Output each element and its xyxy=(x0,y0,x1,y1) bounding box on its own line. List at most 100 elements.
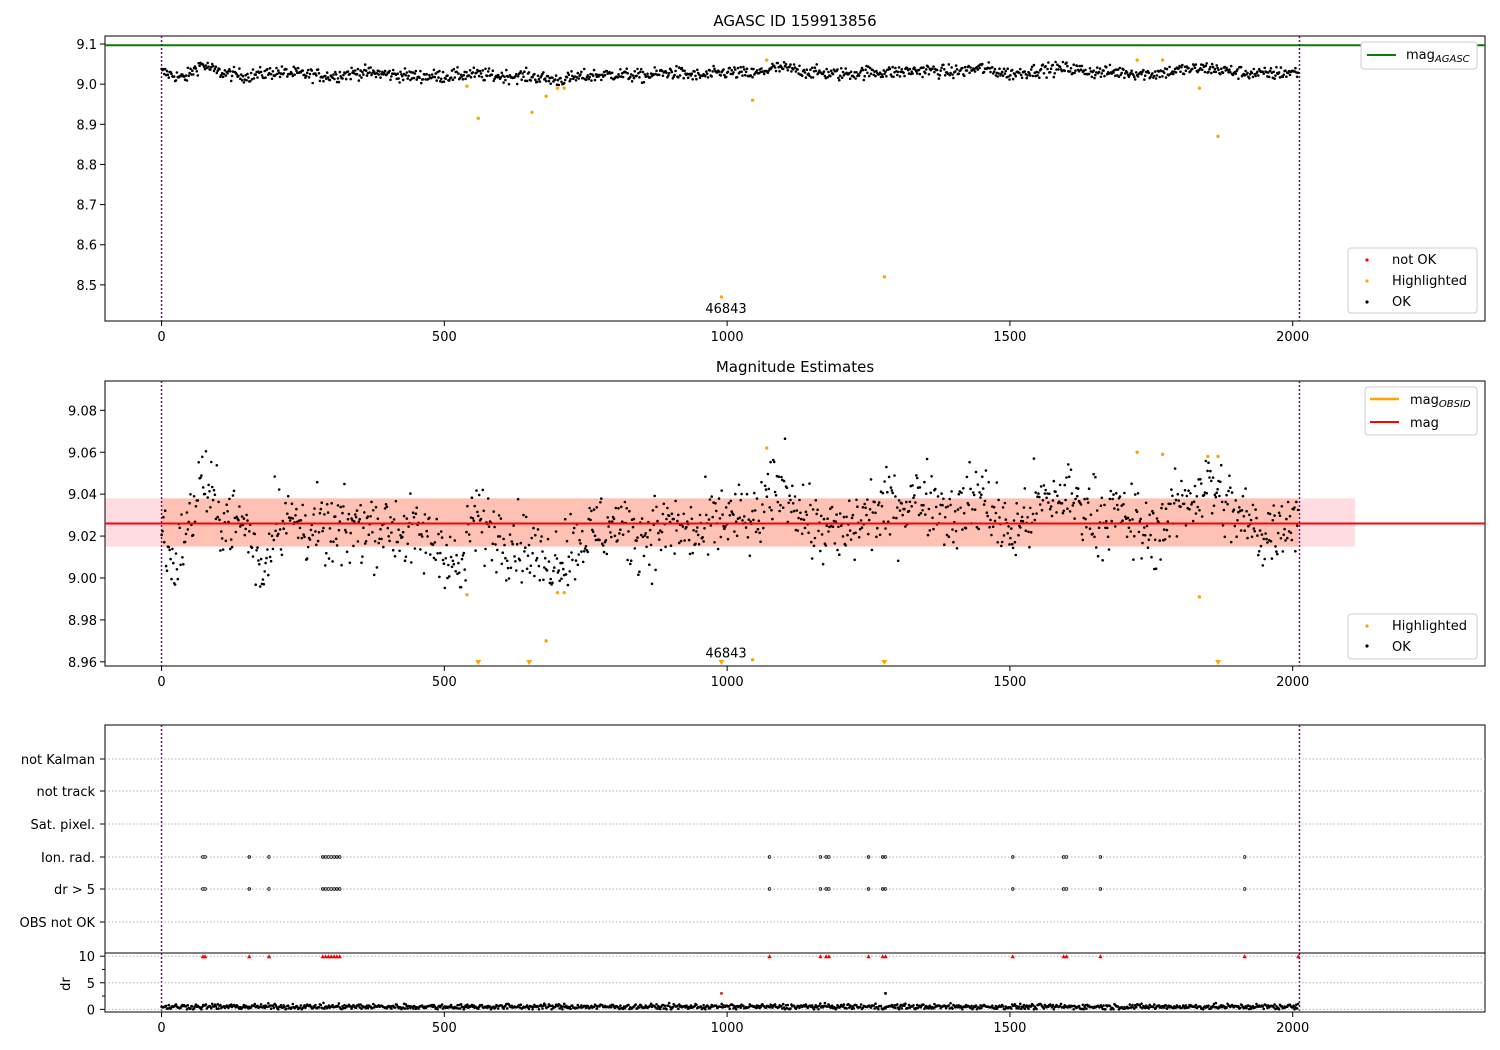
ok-point xyxy=(1114,525,1117,528)
ok-point xyxy=(1036,74,1039,77)
ok-point xyxy=(738,516,742,519)
ok-point xyxy=(687,538,691,542)
dr-point xyxy=(677,1007,680,1010)
ok-point xyxy=(1216,66,1219,70)
ok-point xyxy=(1020,76,1024,80)
dr-point xyxy=(1147,1007,1151,1010)
ok-point xyxy=(885,465,888,469)
ok-point xyxy=(953,510,957,513)
ok-point xyxy=(1211,476,1215,479)
ok-point xyxy=(811,508,815,511)
dr-point xyxy=(457,1007,460,1010)
ok-point xyxy=(515,82,519,86)
ok-point xyxy=(535,80,539,84)
ok-point xyxy=(658,538,661,541)
dr-point xyxy=(174,1003,178,1006)
ok-point xyxy=(1112,71,1115,74)
ok-point xyxy=(285,68,288,71)
ok-point xyxy=(407,525,410,528)
dr-clipped-marker xyxy=(883,954,888,959)
ok-point xyxy=(1053,72,1056,75)
ok-point xyxy=(516,75,520,78)
panel2-legend-lower[interactable]: Highlighted OK xyxy=(1347,613,1478,660)
dr-point xyxy=(537,1008,541,1011)
ok-point xyxy=(977,64,980,67)
dr-point xyxy=(1201,1008,1205,1011)
x-tick-label: 0 xyxy=(157,330,165,345)
ok-point xyxy=(605,552,609,556)
ok-point xyxy=(877,503,880,507)
ok-point xyxy=(1133,78,1137,81)
ok-point xyxy=(1123,76,1126,80)
ok-point xyxy=(414,69,418,73)
ok-point xyxy=(822,70,826,73)
panel1-legend-upper[interactable]: magAGASC xyxy=(1360,41,1478,70)
ok-point xyxy=(908,500,912,504)
ok-point xyxy=(1215,64,1218,67)
panel2-legend-upper[interactable]: magOBSID mag xyxy=(1364,386,1478,436)
ok-point xyxy=(863,502,866,506)
panel2-title: Magnitude Estimates xyxy=(716,358,874,376)
ok-point xyxy=(220,530,223,533)
ok-point xyxy=(444,77,448,80)
dr-point xyxy=(877,1007,880,1011)
ok-point xyxy=(1049,505,1053,508)
ok-point xyxy=(897,499,901,502)
ok-point xyxy=(433,541,437,544)
ok-point xyxy=(924,68,928,71)
ok-point xyxy=(805,513,809,517)
ok-point xyxy=(766,472,770,476)
ok-point xyxy=(892,75,895,79)
ok-point xyxy=(216,515,219,519)
ok-point xyxy=(362,526,365,530)
ok-point xyxy=(344,71,347,75)
ok-point xyxy=(346,517,350,521)
dr-point xyxy=(1238,1006,1242,1010)
ok-point xyxy=(1230,491,1234,494)
ok-point xyxy=(566,583,570,587)
ok-point xyxy=(1008,543,1011,546)
ok-point xyxy=(568,570,571,573)
ok-point xyxy=(1076,494,1079,498)
dr-point xyxy=(655,1003,658,1006)
ok-point xyxy=(1232,508,1236,512)
ok-point xyxy=(1226,502,1229,506)
panel1-legend-lower[interactable]: not OK Highlighted OK xyxy=(1347,247,1478,314)
ok-point xyxy=(588,75,591,79)
ok-point xyxy=(841,535,845,538)
ok-point xyxy=(212,488,216,492)
dr-point xyxy=(440,1003,444,1006)
ok-point xyxy=(396,72,400,75)
ok-point xyxy=(723,73,726,77)
dr-point xyxy=(286,1004,290,1007)
ok-point xyxy=(1293,506,1296,509)
ok-point xyxy=(1158,539,1161,542)
legend2-ok-label: OK xyxy=(1392,640,1411,655)
ok-point xyxy=(520,78,523,81)
ok-point xyxy=(307,76,311,79)
ok-point xyxy=(188,501,191,505)
ok-point xyxy=(519,70,523,73)
highlighted-point xyxy=(544,639,548,643)
dr-tick-label: 5 xyxy=(87,977,95,992)
ok-point xyxy=(1001,506,1005,509)
ok-point xyxy=(1044,65,1047,68)
ok-point xyxy=(286,512,289,515)
ok-point xyxy=(449,76,453,79)
ok-point xyxy=(238,67,241,70)
ok-point xyxy=(931,516,934,520)
dr-outlier xyxy=(883,991,887,995)
ok-point xyxy=(171,547,174,551)
ok-point xyxy=(327,557,331,560)
ok-point xyxy=(612,517,616,521)
ok-point xyxy=(446,576,449,580)
ok-point xyxy=(838,78,841,82)
ok-point xyxy=(446,74,449,77)
ok-point xyxy=(317,72,321,75)
ok-point xyxy=(834,520,837,523)
ok-point xyxy=(829,74,832,78)
ok-point xyxy=(265,556,268,560)
ok-point xyxy=(547,79,551,83)
ok-point xyxy=(719,535,723,539)
ok-point xyxy=(658,73,661,77)
